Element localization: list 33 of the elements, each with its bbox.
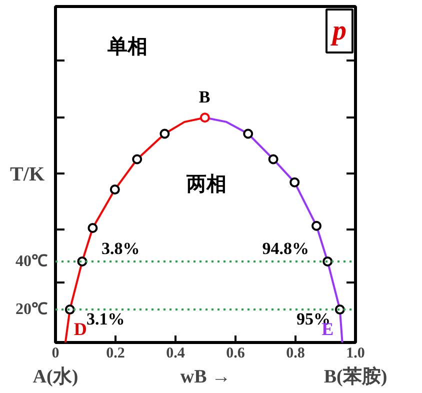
x-tick-label: 0.8	[286, 346, 305, 362]
text: A(水)	[32, 366, 78, 388]
point	[312, 220, 322, 231]
annotation: D	[74, 319, 87, 340]
point	[132, 154, 142, 164]
annotation: 3.1%	[86, 309, 125, 328]
point	[290, 177, 300, 188]
point	[322, 256, 333, 266]
point	[160, 128, 170, 139]
point	[243, 128, 254, 139]
point	[200, 112, 210, 123]
annotation: 两相	[185, 174, 226, 196]
annotation: 3.8%	[101, 238, 140, 258]
annotation: B	[198, 88, 210, 107]
point	[110, 184, 120, 195]
annotation: 单相	[106, 34, 148, 58]
x-tick-label: 0.4	[166, 346, 186, 362]
text: B(苯胺)	[324, 366, 388, 388]
point	[64, 304, 75, 315]
annotation: 94.8%	[262, 238, 309, 258]
x-tick-label: 0.6	[226, 346, 246, 362]
point	[77, 256, 88, 266]
point	[334, 304, 345, 315]
y-axis-title: T/K	[10, 164, 45, 186]
ref-line-label: 40℃	[16, 252, 48, 270]
x-tick-label: 1.0	[346, 346, 365, 362]
ref-line-label: 20℃	[16, 301, 48, 318]
x-axis-title: wB →	[180, 366, 231, 388]
x-tick-label: 0.2	[106, 346, 125, 362]
x-tick-label: 0	[52, 346, 60, 362]
annotation: p	[330, 16, 346, 46]
point	[88, 223, 98, 234]
point	[268, 154, 278, 164]
